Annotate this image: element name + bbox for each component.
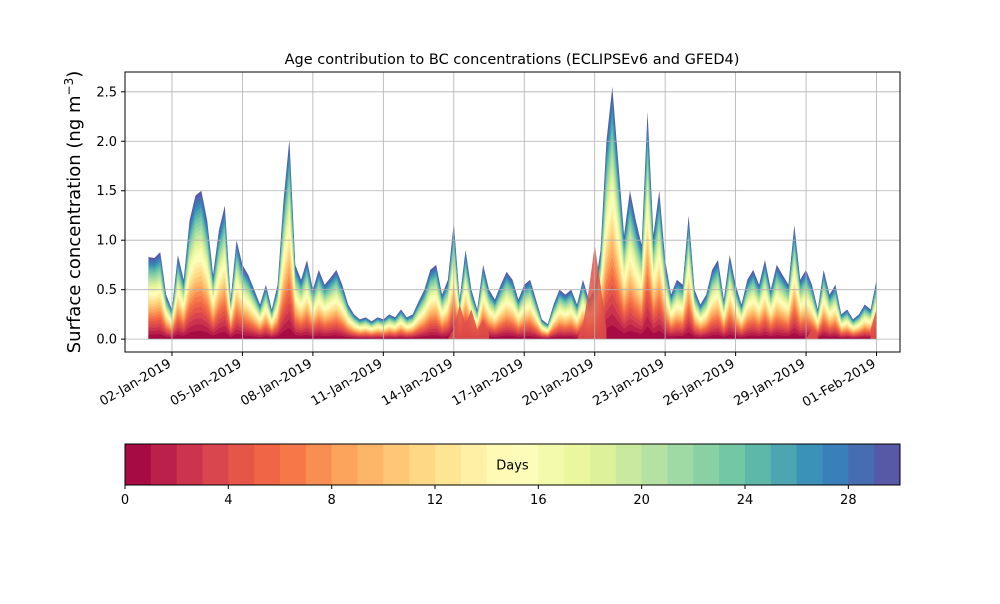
colorbar-bin-29 [874,444,901,485]
young-component-1 [577,245,607,340]
age-bands [148,86,877,340]
colorbar-tick-label: 16 [530,493,547,508]
colorbar-bin-16 [538,444,565,485]
x-tick-label: 20-Jan-2019 [520,356,597,409]
x-tick-label: 05-Jan-2019 [168,356,245,409]
colorbar-bin-12 [435,444,462,485]
y-tick-label: 0.0 [96,333,117,348]
x-tick-label: 23-Jan-2019 [591,356,668,409]
colorbar-bin-1 [150,444,178,485]
colorbar-tick-label: 24 [737,493,754,508]
colorbar-bin-3 [202,444,229,485]
colorbar-frame [124,443,901,486]
plot-area [148,86,877,340]
colorbar: Days 0 4 8 12 16 20 24 28 [121,443,901,508]
colorbar-bin-10 [383,444,410,485]
x-tick-label: 11-Jan-2019 [309,356,386,409]
y-tick-label: 2.5 [96,85,117,100]
colorbar-bin-25 [770,444,798,485]
x-tick-label: 17-Jan-2019 [450,356,527,409]
colorbar-bin-18 [590,444,617,485]
colorbar-bin-0 [125,444,152,485]
colorbar-tick-label: 8 [328,493,336,508]
colorbar-bin-8 [331,444,358,485]
chart-title: Age contribution to BC concentrations (E… [285,52,740,68]
young-component-2 [806,329,818,340]
young-component-0 [447,304,490,340]
colorbar-bin-7 [305,444,333,485]
colorbar-bin-2 [176,444,203,485]
colorbar-bin-26 [796,444,823,485]
x-tick-label: 01-Feb-2019 [800,356,879,410]
colorbar-tick-label: 20 [633,493,650,508]
colorbar-tick-label: 4 [224,493,232,508]
x-tick-label: 29-Jan-2019 [731,356,808,409]
colorbar-bin-22 [693,444,720,485]
colorbar-bin-15 [512,444,539,485]
x-tick-label: 02-Jan-2019 [97,356,174,409]
x-tick-label: 08-Jan-2019 [238,356,315,409]
colorbar-bin-4 [228,444,255,485]
colorbar-bin-23 [719,444,746,485]
colorbar-bin-19 [615,444,643,485]
y-tick-label: 1.0 [96,234,117,249]
colorbar-bin-28 [848,444,875,485]
x-tick-label: 26-Jan-2019 [661,356,738,409]
y-tick-label: 0.5 [96,283,117,298]
colorbar-bin-27 [822,444,849,485]
colorbar-tick-label: 28 [840,493,857,508]
colorbar-tick-label: 0 [121,493,129,508]
colorbar-label: Days [496,459,529,474]
colorbar-bin-20 [641,444,668,485]
colorbar-bin-17 [564,444,591,485]
colorbar-bin-21 [667,444,694,485]
colorbar-bin-14 [486,444,513,485]
young-component-3 [870,309,877,340]
colorbar-bin-9 [357,444,384,485]
y-axis: 0.0 0.5 1.0 1.5 2.0 2.5 [96,85,125,348]
colorbar-bin-11 [409,444,436,485]
colorbar-bin-24 [745,444,772,485]
plot-frame [124,71,901,353]
x-axis: 02-Jan-201905-Jan-201908-Jan-201911-Jan-… [97,352,879,410]
age-band-0 [148,325,877,340]
colorbar-bin-13 [460,444,488,485]
y-tick-label: 2.0 [96,135,117,150]
young-age-component [447,245,877,340]
grid-lines [125,72,900,352]
colorbar-bin-6 [280,444,307,485]
y-axis-label: Surface concentration (ng m−3) [62,71,85,354]
colorbar-tick-label: 12 [427,493,444,508]
x-tick-label: 14-Jan-2019 [379,356,456,409]
y-tick-label: 1.5 [96,184,117,199]
colorbar-bin-5 [254,444,281,485]
